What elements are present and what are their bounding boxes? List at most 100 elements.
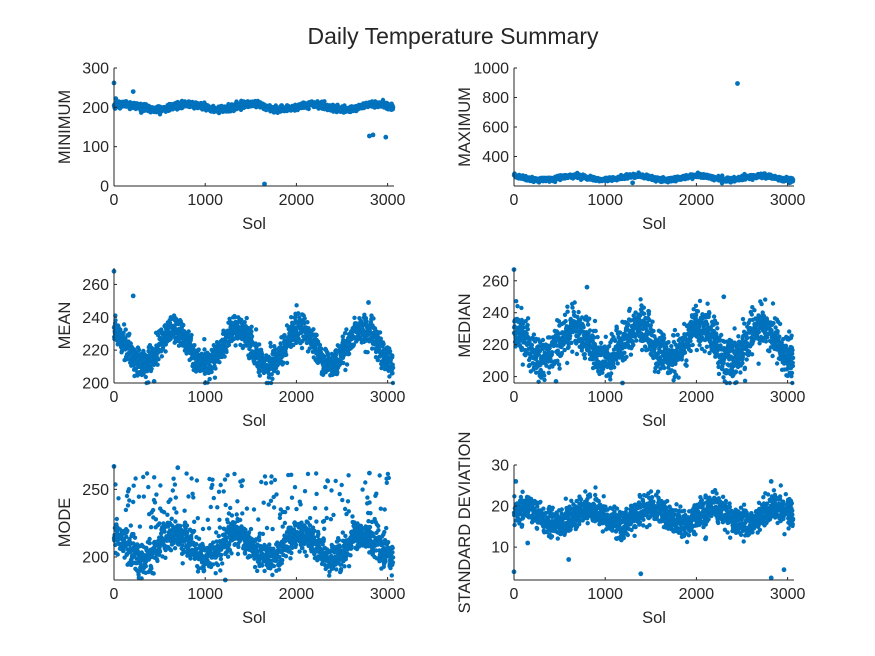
data-point	[181, 322, 186, 328]
data-point	[192, 343, 197, 348]
data-point	[305, 320, 310, 325]
data-point	[582, 352, 587, 357]
outlier-point	[735, 81, 740, 86]
data-point	[546, 370, 551, 375]
data-point	[542, 377, 547, 383]
data-points	[111, 80, 396, 187]
data-point	[540, 337, 546, 343]
data-point	[568, 333, 573, 339]
data-point	[156, 357, 161, 362]
data-point	[371, 316, 376, 321]
data-point	[294, 303, 299, 308]
x-tick-label: 2000	[279, 389, 315, 406]
x-tick-label: 3000	[770, 192, 806, 209]
data-point	[217, 360, 222, 365]
data-point	[149, 366, 154, 371]
data-point	[390, 365, 396, 370]
data-point	[531, 332, 537, 337]
data-point	[365, 350, 370, 355]
data-point	[127, 331, 132, 336]
data-point	[515, 304, 520, 309]
data-point	[275, 370, 280, 376]
data-point	[563, 319, 568, 324]
data-point	[186, 329, 191, 334]
data-point	[387, 349, 393, 354]
data-point	[346, 351, 352, 356]
x-tick-label: 1000	[187, 192, 223, 209]
data-point	[381, 342, 386, 347]
y-tick-label: 260	[82, 277, 109, 294]
data-points	[511, 81, 796, 186]
data-point	[319, 346, 324, 351]
data-point	[302, 316, 307, 321]
data-point	[343, 367, 348, 373]
y-axis-label: MEAN	[56, 302, 74, 350]
x-tick-label: 0	[510, 192, 519, 209]
data-point	[542, 373, 547, 378]
data-point	[123, 327, 128, 332]
x-axis-label: Sol	[242, 412, 266, 430]
y-tick-label: 100	[82, 139, 109, 156]
data-point	[557, 366, 562, 371]
data-point	[569, 340, 574, 345]
data-point	[519, 305, 524, 311]
data-point	[352, 315, 357, 320]
data-point	[587, 328, 593, 333]
data-point	[296, 311, 301, 316]
data-point	[581, 325, 586, 330]
data-point	[525, 316, 531, 321]
data-point	[574, 351, 580, 357]
data-point	[525, 322, 530, 328]
data-point	[520, 362, 525, 367]
data-point	[121, 322, 127, 327]
data-point	[390, 353, 395, 358]
data-point	[317, 342, 323, 348]
outlier-point	[130, 293, 136, 299]
data-point	[155, 362, 160, 367]
data-point	[377, 330, 383, 335]
data-point	[555, 358, 560, 363]
y-tick-label: 400	[482, 149, 509, 166]
data-point	[222, 354, 227, 359]
data-point	[242, 320, 247, 325]
y-tick-label: 800	[482, 90, 509, 107]
data-point	[565, 309, 570, 314]
x-tick-label: 3000	[370, 192, 406, 209]
y-tick-label: 0	[100, 179, 109, 196]
data-point	[570, 305, 575, 310]
outlier-point	[366, 300, 371, 305]
data-point	[233, 343, 238, 348]
y-axis-label: MAXIMUM	[456, 87, 474, 167]
data-point	[514, 299, 519, 304]
data-point	[585, 322, 591, 327]
y-tick-label: 200	[82, 100, 109, 117]
data-point	[244, 315, 249, 321]
data-point	[284, 352, 289, 357]
data-point	[207, 376, 212, 382]
x-tick-label: 2000	[679, 192, 715, 209]
data-point	[390, 371, 395, 376]
data-point	[790, 177, 796, 182]
data-point	[249, 334, 255, 339]
data-point	[257, 373, 262, 378]
y-tick-label: 220	[82, 343, 109, 360]
y-tick-label: 300	[82, 61, 109, 78]
y-tick-label: 200	[82, 376, 109, 393]
data-point	[136, 347, 142, 353]
data-point	[556, 362, 562, 367]
data-point	[163, 349, 168, 354]
outlier-point	[630, 180, 635, 186]
data-point	[202, 337, 207, 342]
y-tick-label: 600	[482, 120, 509, 137]
x-axis-label: Sol	[242, 215, 266, 233]
data-point	[525, 327, 530, 332]
data-point	[570, 349, 575, 354]
data-point	[529, 342, 535, 348]
data-points	[511, 267, 796, 386]
